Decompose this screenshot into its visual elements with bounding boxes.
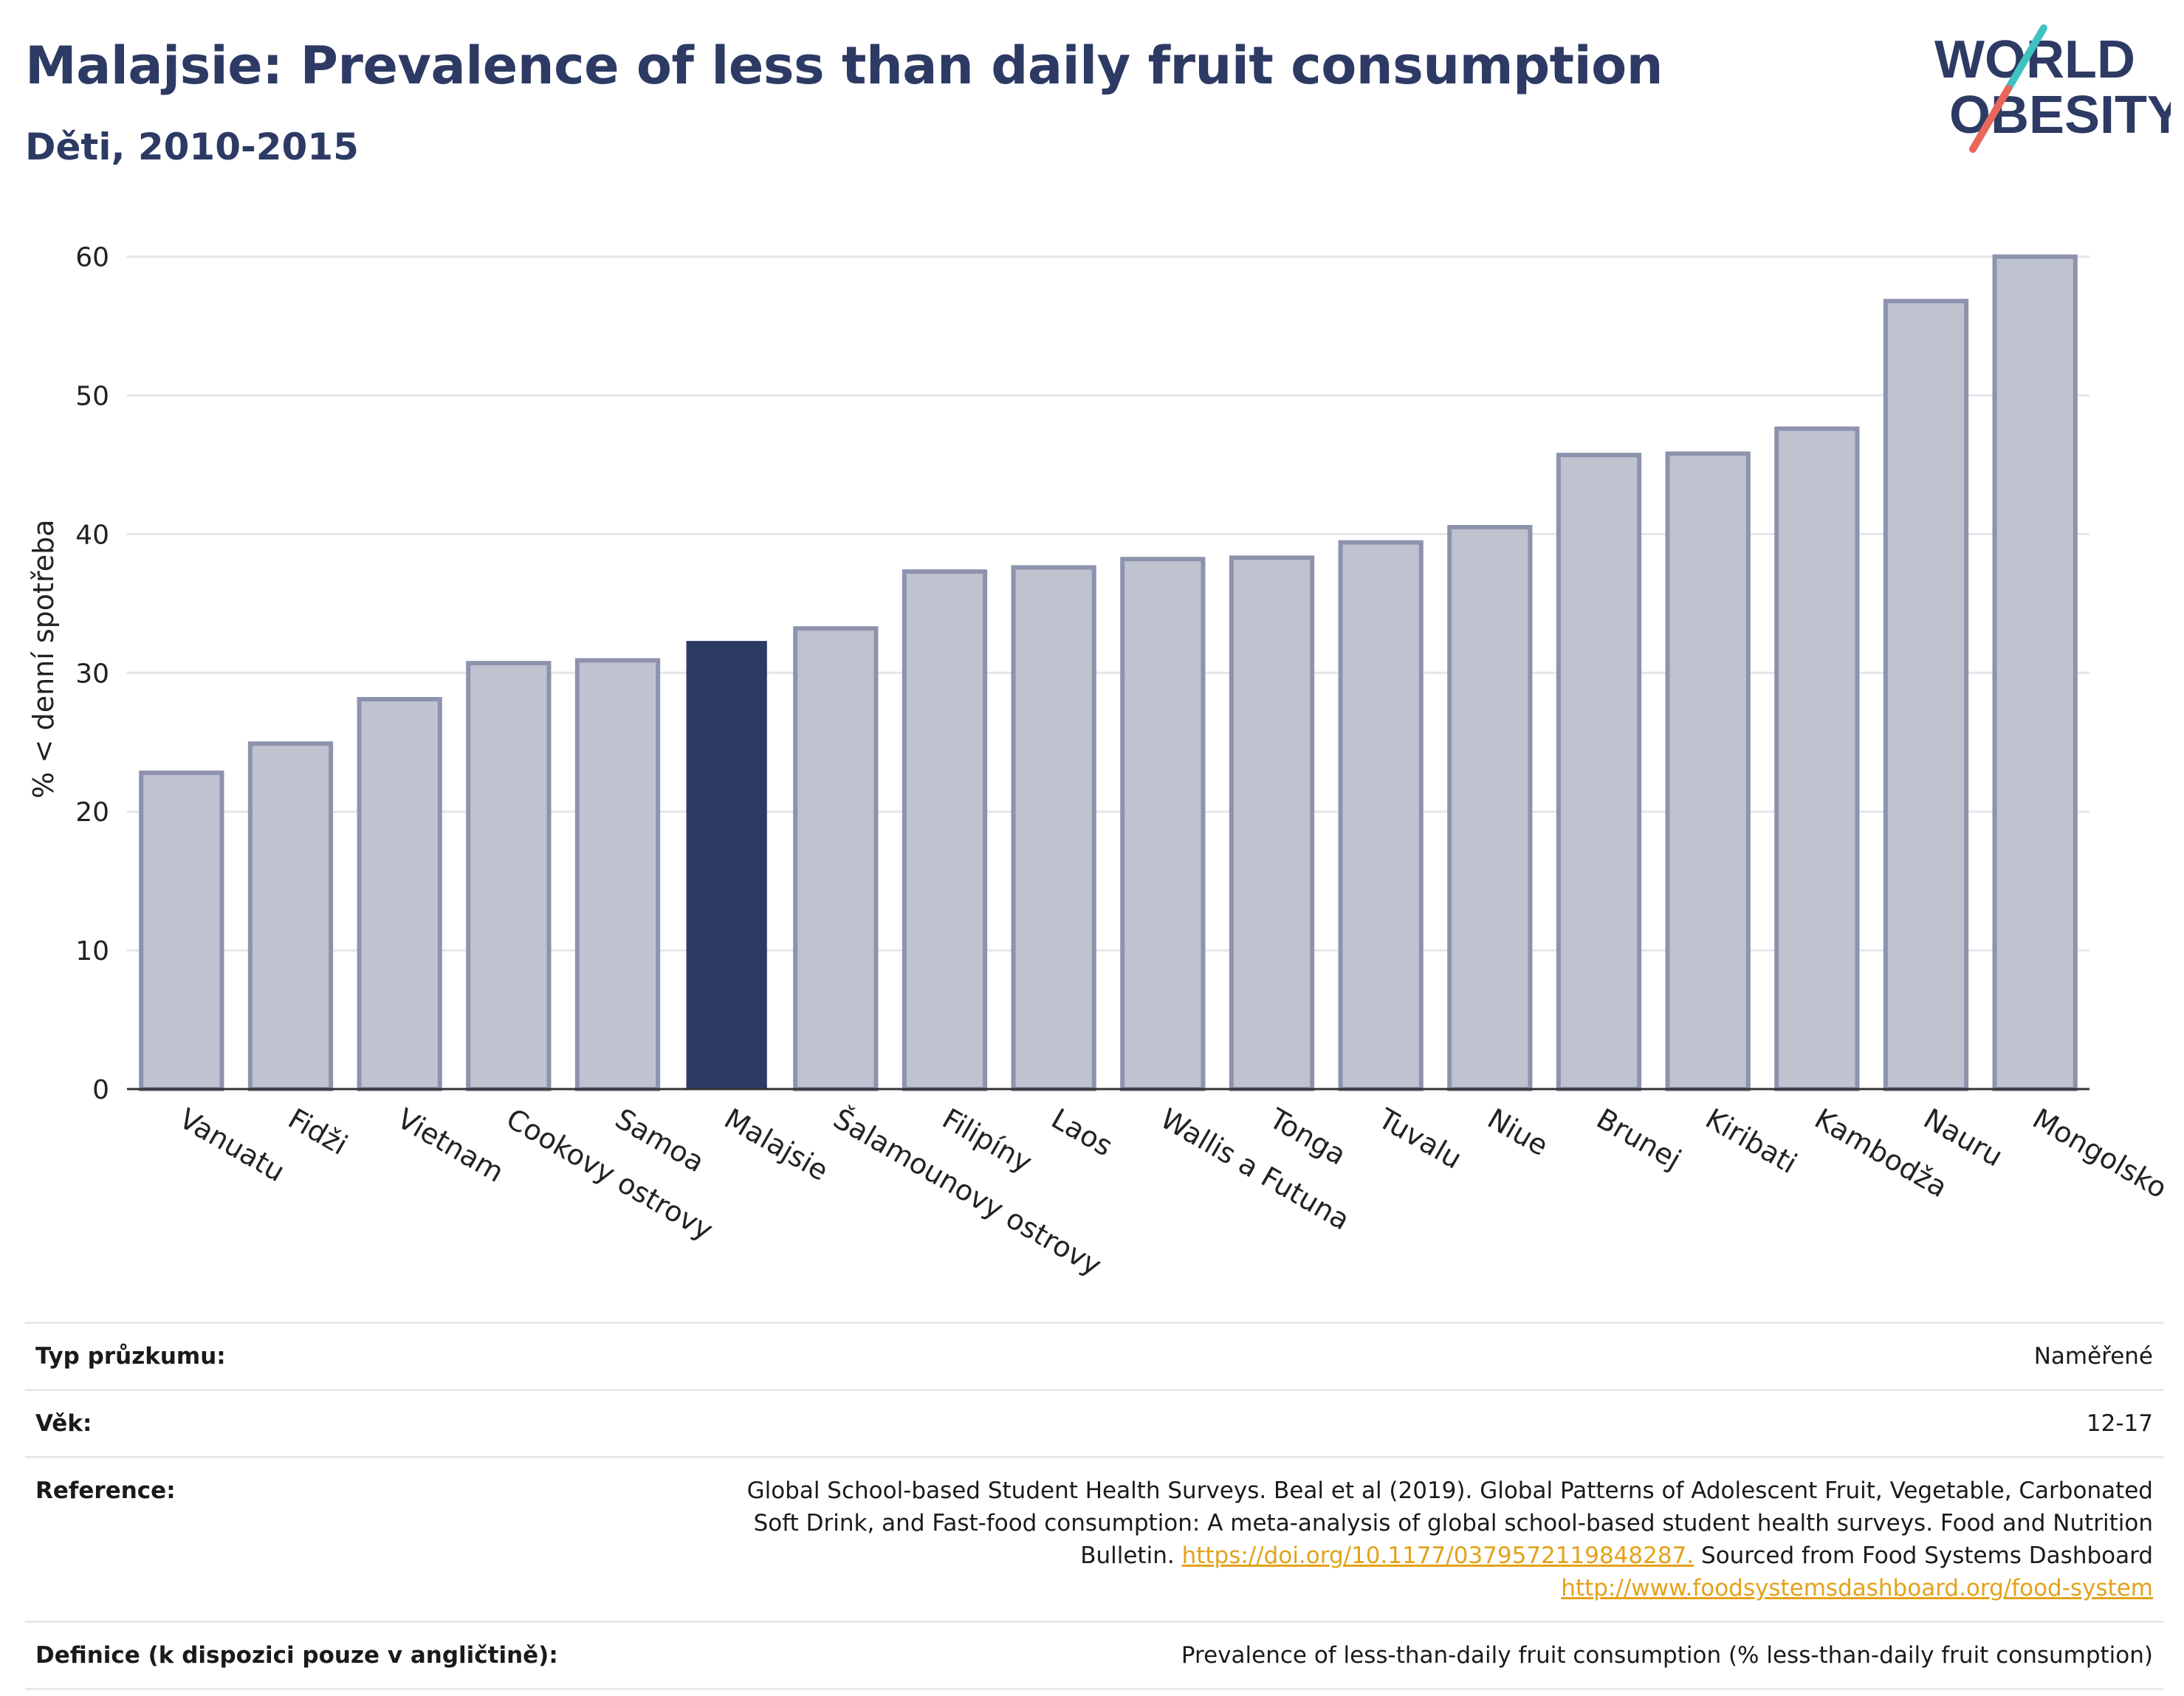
bar: [247, 741, 334, 1091]
x-tick-label: Cookovy ostrovy: [501, 1102, 718, 1247]
y-tick-label: 50: [75, 381, 109, 411]
bar: [1665, 451, 1751, 1092]
reference-text: Global School-based Student Health Surve…: [746, 1477, 2153, 1569]
bar-chart: 0 10 20 30 40 50 60 % < denní spotřeba VanuatuFi…: [27, 243, 2173, 1277]
bar: [574, 658, 661, 1091]
info-row-reference: Reference: Global School-based Student H…: [25, 1456, 2163, 1621]
bar: [466, 661, 552, 1091]
y-tick-label: 60: [75, 243, 109, 273]
bar: [793, 626, 879, 1091]
info-label: Definice (k dispozici pouze v angličtině…: [35, 1642, 558, 1669]
x-tick-label: Kiribati: [1700, 1102, 1803, 1180]
info-value: Global School-based Student Health Surve…: [700, 1474, 2153, 1604]
info-row-survey-type: Typ průzkumu: Naměřené: [25, 1322, 2163, 1389]
bar: [1229, 555, 1315, 1092]
doi-link[interactable]: https://doi.org/10.1177/0379572119848287…: [1181, 1542, 1694, 1569]
bar: [902, 569, 988, 1091]
info-label: Typ průzkumu:: [35, 1343, 226, 1370]
x-tick-label: Tuvalu: [1373, 1102, 1467, 1175]
y-tick-label: 10: [75, 936, 109, 967]
y-axis-title: % < denní spotřeba: [27, 519, 60, 798]
x-tick-label: Vietnam: [392, 1102, 509, 1189]
bar: [1883, 298, 1969, 1091]
x-tick-label: Malajsie: [719, 1102, 834, 1187]
info-value: 12-17: [2086, 1410, 2153, 1437]
y-tick-label: 0: [92, 1075, 109, 1105]
x-tick-label: Mongolsko: [2027, 1102, 2173, 1205]
bar-highlight: [686, 641, 767, 1089]
bar: [1338, 540, 1424, 1091]
info-label: Věk:: [35, 1410, 92, 1437]
x-tick-label: Nauru: [1918, 1102, 2008, 1173]
x-tick-label: Niue: [1482, 1102, 1553, 1162]
page-subtitle: Děti, 2010-2015: [25, 126, 359, 168]
y-tick-label: 20: [75, 797, 109, 828]
bar: [139, 770, 224, 1091]
bar: [1556, 453, 1642, 1091]
y-tick-label: 40: [75, 520, 109, 550]
logo-slash-bottom: [1969, 85, 2012, 153]
info-value: Prevalence of less-than-daily fruit cons…: [1181, 1642, 2153, 1669]
x-tick-label: Wallis a Futuna: [1155, 1102, 1355, 1237]
logo-line2: OBESITY: [1949, 86, 2171, 145]
info-label: Reference:: [35, 1477, 176, 1504]
logo-slash-top: [2005, 24, 2047, 92]
y-tick-label: 30: [75, 659, 109, 689]
bar: [1447, 524, 1533, 1091]
bar: [1011, 565, 1096, 1091]
info-row-age: Věk: 12-17: [25, 1389, 2163, 1456]
x-tick-label: Brunej: [1591, 1102, 1686, 1176]
info-table: Typ průzkumu: Naměřené Věk: 12-17 Refere…: [25, 1322, 2163, 1690]
x-tick-label: Tonga: [1263, 1102, 1351, 1171]
reference-source: Sourced from Food Systems Dashboard: [1701, 1542, 2153, 1569]
bar: [1120, 557, 1206, 1092]
x-tick-label: Fidži: [283, 1102, 353, 1161]
page-title: Malajsie: Prevalence of less than daily …: [25, 35, 1663, 96]
x-tick-label: Vanuatu: [174, 1102, 290, 1188]
bar: [1992, 254, 2078, 1091]
bar: [1774, 426, 1860, 1092]
dashboard-link[interactable]: http://www.foodsystemsdashboard.org/food…: [1561, 1575, 2153, 1601]
info-row-definition: Definice (k dispozici pouze v angličtině…: [25, 1621, 2163, 1690]
bar: [357, 696, 442, 1091]
info-value: Naměřené: [2033, 1343, 2153, 1370]
world-obesity-logo: WORLD OBESITY: [1934, 24, 2171, 153]
x-tick-label: Laos: [1046, 1102, 1119, 1163]
